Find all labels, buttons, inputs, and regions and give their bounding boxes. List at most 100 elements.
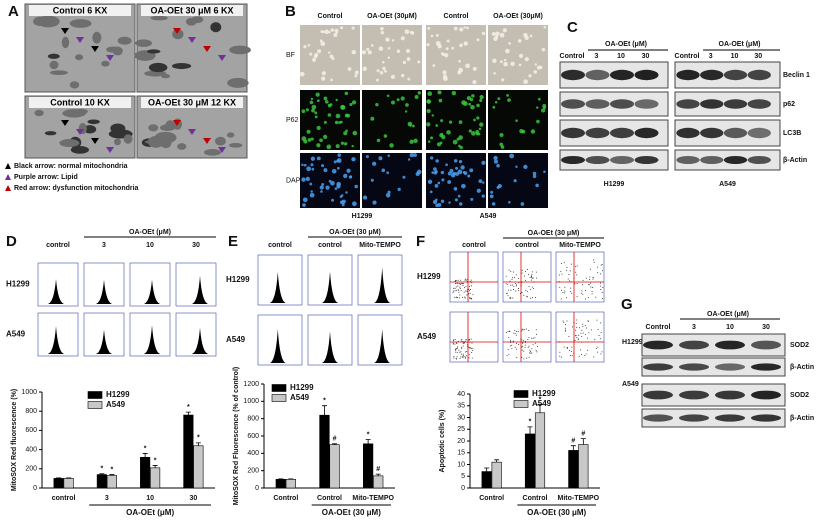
event	[532, 337, 534, 339]
scatter-plot	[502, 251, 552, 303]
event	[460, 279, 462, 281]
event	[456, 297, 458, 299]
legend-arrow	[5, 185, 11, 191]
event	[575, 329, 577, 331]
cell	[434, 183, 439, 188]
event	[508, 289, 510, 291]
event	[515, 274, 517, 276]
event	[576, 319, 578, 321]
event	[528, 337, 530, 339]
event	[512, 340, 514, 342]
event	[458, 297, 460, 299]
panel-letter: A	[8, 3, 19, 20]
band	[610, 69, 634, 81]
cell	[301, 109, 306, 114]
event	[569, 280, 571, 282]
arrow	[188, 129, 196, 135]
cell	[461, 183, 466, 189]
cell	[442, 70, 447, 75]
cell	[518, 63, 522, 67]
event	[526, 357, 528, 359]
cell	[479, 98, 483, 103]
column-header: control	[46, 242, 70, 249]
cell	[492, 58, 497, 63]
event	[526, 268, 528, 270]
cell	[324, 100, 329, 104]
event	[453, 357, 455, 359]
protein-label: β-Actin	[790, 364, 814, 371]
event	[518, 288, 520, 290]
cell	[426, 99, 431, 104]
event	[515, 283, 517, 285]
band	[747, 156, 771, 164]
cell	[302, 197, 308, 203]
event	[581, 329, 583, 331]
cell	[533, 70, 538, 74]
organelle	[87, 119, 100, 125]
event	[469, 347, 471, 349]
bar	[63, 478, 74, 489]
cell	[333, 33, 338, 38]
event	[455, 351, 457, 353]
error-bar	[99, 473, 105, 475]
cell	[439, 133, 444, 138]
event	[587, 297, 589, 299]
event	[586, 327, 588, 329]
organelle	[123, 134, 133, 144]
event	[590, 268, 592, 270]
cell	[335, 98, 338, 102]
x-tick-label: 30	[189, 495, 197, 502]
bar	[140, 456, 151, 489]
event	[514, 346, 516, 348]
cell	[455, 166, 459, 170]
cell	[338, 120, 342, 124]
event	[523, 294, 525, 296]
event	[577, 338, 579, 340]
x-tick-label: 3	[105, 495, 109, 502]
panel-letter: D	[6, 233, 17, 250]
y-tick-label: 10	[457, 461, 465, 468]
cell	[320, 30, 324, 33]
cell	[443, 76, 448, 82]
event	[466, 279, 468, 281]
cell	[409, 30, 413, 34]
y-tick-label: 1000	[243, 398, 259, 405]
event	[574, 339, 576, 341]
micrograph-label: Control 6 KX	[53, 5, 108, 15]
band	[715, 363, 745, 371]
lane-label: 10	[726, 324, 734, 331]
cell	[440, 119, 444, 123]
cell	[405, 48, 411, 54]
cell	[444, 53, 449, 58]
cell	[331, 198, 335, 202]
cell	[336, 181, 341, 187]
event	[462, 296, 464, 298]
cell	[506, 93, 509, 97]
event	[590, 329, 592, 331]
legend-label: A549	[290, 393, 310, 402]
event	[535, 329, 537, 331]
blot	[641, 357, 786, 377]
event	[559, 355, 561, 357]
event	[597, 272, 599, 274]
legend-text: Black arrow: normal mitochondria	[14, 163, 128, 170]
event	[512, 297, 514, 299]
band	[700, 69, 724, 81]
histogram	[144, 325, 160, 354]
event	[521, 349, 523, 351]
event	[457, 285, 459, 287]
event	[458, 291, 460, 293]
cell	[354, 184, 358, 189]
cell-line: A549	[622, 381, 639, 388]
cell	[391, 100, 395, 105]
band	[585, 99, 610, 109]
legend-label: H1299	[106, 390, 130, 399]
event	[521, 346, 523, 348]
event	[459, 351, 461, 353]
event	[569, 270, 571, 272]
lane-label: Control	[675, 53, 700, 60]
cell	[310, 163, 314, 167]
event	[515, 343, 517, 345]
cell	[334, 120, 339, 125]
event	[578, 334, 580, 336]
